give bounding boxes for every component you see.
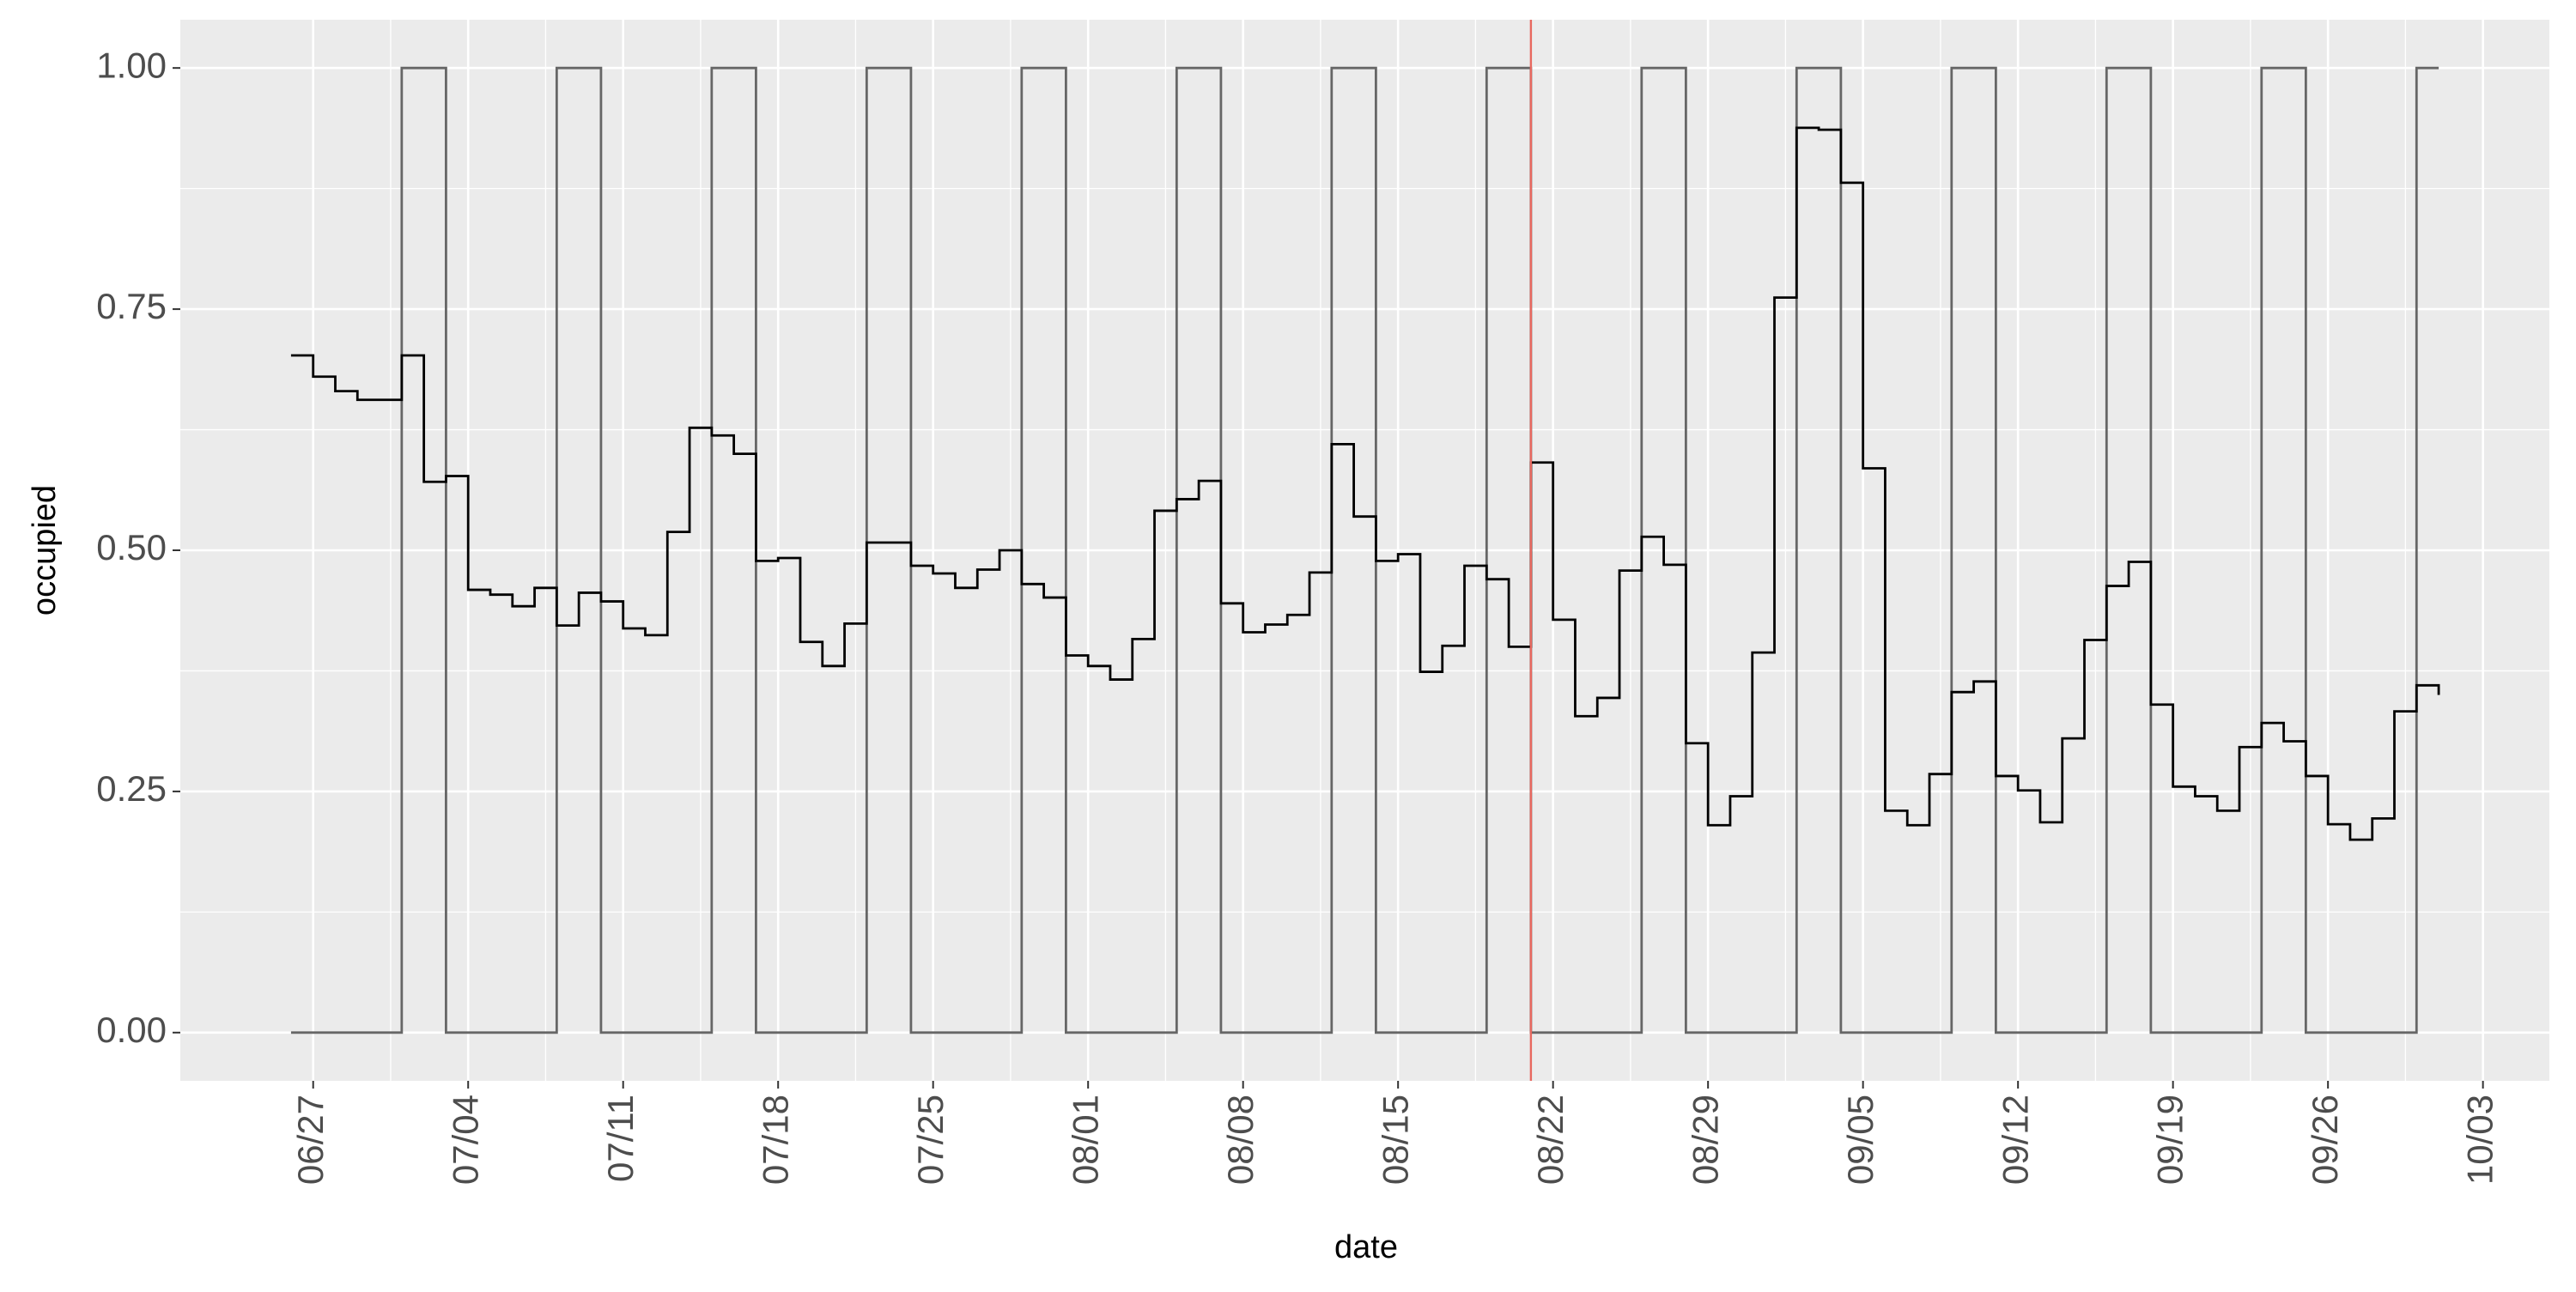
x-tick-label: 08/01 — [1065, 1095, 1105, 1185]
y-axis-title: occupied — [27, 485, 63, 616]
y-tick-label: 0.25 — [96, 768, 167, 809]
x-tick-label: 08/22 — [1530, 1095, 1571, 1185]
y-tick-label: 0.50 — [96, 527, 167, 567]
x-tick-label: 06/27 — [290, 1095, 331, 1185]
x-tick-label: 09/26 — [2305, 1095, 2345, 1185]
x-tick-label: 07/18 — [755, 1095, 795, 1185]
step-line — [290, 66, 2439, 1034]
x-tick-label: 08/15 — [1375, 1095, 1415, 1185]
x-tick-label: 08/08 — [1220, 1095, 1261, 1185]
x-tick-label: 09/05 — [1840, 1095, 1880, 1185]
x-tick-label: 08/29 — [1685, 1095, 1725, 1185]
y-tick-label: 1.00 — [96, 45, 167, 85]
x-tick-label: 07/11 — [600, 1095, 641, 1182]
x-tick-label: 09/19 — [2150, 1095, 2190, 1185]
y-tick-label: 0.75 — [96, 286, 167, 326]
step-line — [290, 126, 2440, 841]
x-tick-label: 07/04 — [445, 1095, 485, 1185]
x-tick-label: 07/25 — [910, 1095, 951, 1185]
x-tick-label: 09/12 — [1995, 1095, 2035, 1185]
y-tick-label: 0.00 — [96, 1010, 167, 1050]
x-tick-label: 10/03 — [2460, 1095, 2500, 1185]
x-axis-title: date — [1334, 1229, 1398, 1265]
